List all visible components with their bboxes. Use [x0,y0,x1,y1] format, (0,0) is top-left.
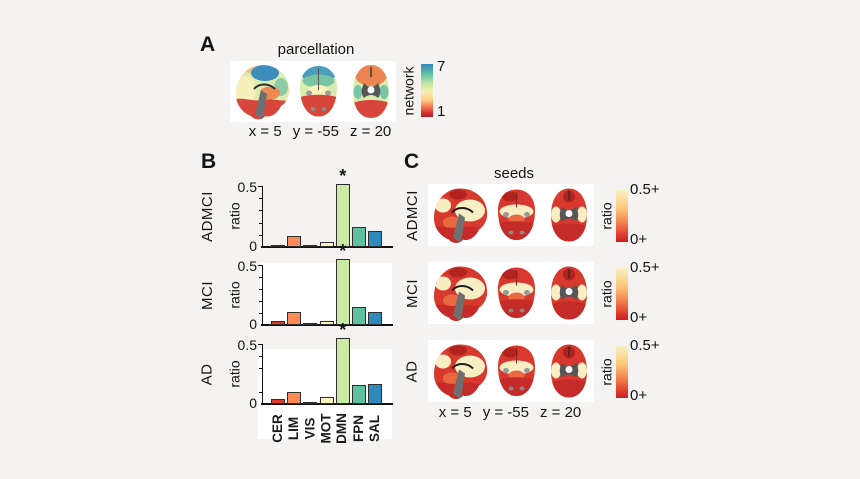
x-axis-line [261,246,393,248]
x-axis-category-labels: CER LIM VIS MOT DMN FPN SAL [262,408,388,452]
bar-fpn [352,307,366,325]
significance-asterisk: * [339,320,347,340]
ratio-colorbar-max: 0.5+ [630,181,660,198]
x-tick-label-sal: SAL [366,414,382,442]
bar-dmn [335,183,350,247]
network-colorbar-label: network [401,66,417,116]
panel-a-title: parcellation [277,41,355,58]
panel-a-letter: A [200,33,216,56]
ratio-colorbar [616,268,628,320]
ratio-colorbar [616,346,628,398]
y-tick-max: 0.5 [237,179,257,195]
panel-b-letter: B [201,150,217,173]
seed-row-label-mci: MCI [403,278,421,308]
bar-cer [271,321,285,325]
y-tick-max: 0.5 [237,337,257,353]
coord-z: z = 20 [349,123,392,140]
coord-z: z = 20 [539,404,582,421]
bar-lim [287,236,302,247]
ratio-colorbar-label: ratio [599,202,616,230]
parcellation-brain-strip [230,61,396,122]
bar-vis [303,322,318,325]
y-tick-zero: 0 [249,238,257,254]
seed-row-label-ad: AD [403,360,421,382]
ratio-colorbar-label: ratio [599,280,616,308]
ratio-colorbar-min: 0+ [630,231,648,248]
panel-c-letter: C [404,150,420,173]
significance-asterisk: * [339,241,347,261]
bar-lim [287,392,302,404]
brain-slices-parcellation [230,61,396,122]
bar-plot-ad: * [258,321,393,405]
bar-mot [319,321,334,325]
bar-lim [287,311,302,325]
bar-sal [368,311,383,325]
x-axis-line [261,403,393,405]
bar-dmn [335,259,350,325]
ratio-colorbar-min: 0+ [630,387,648,404]
network-colorbar-max: 7 [437,58,446,75]
coord-y: y = -55 [292,123,339,140]
row-label-ad: AD [198,363,216,385]
network-colorbar-min: 1 [437,103,446,120]
seed-brain-strip-ad [428,340,594,402]
bar-sal [368,231,383,247]
bar-dmn [335,338,350,404]
significance-asterisk: * [339,165,347,186]
coord-x: x = 5 [438,404,472,421]
coord-x: x = 5 [248,123,282,140]
ratio-colorbar-label: ratio [599,358,616,386]
y-tick-zero: 0 [249,395,257,411]
bar-fpn [352,384,366,404]
row-label-admci: ADMCI [198,190,216,242]
y-tick-zero: 0 [249,316,257,332]
bar-plot-mci: * [258,242,393,326]
bar-vis [303,244,318,247]
ratio-colorbar [616,190,628,242]
bar-mot [319,242,334,247]
network-colorbar [421,64,433,117]
bar-mot [319,396,334,404]
bar-cer [271,399,285,404]
bar-sal [368,383,383,404]
panel-c-title: seeds [493,165,535,182]
bar-plot-admci: * [258,167,393,248]
coord-y: y = -55 [482,404,529,421]
bar-vis [303,402,318,404]
ratio-colorbar-max: 0.5+ [630,259,660,276]
brain-slice-group [232,62,394,122]
y-tick-max: 0.5 [237,258,257,274]
bar-fpn [352,227,366,247]
x-axis-line [261,324,393,326]
bar-cer [271,244,285,247]
row-label-mci: MCI [198,280,216,310]
seed-row-label-admci: ADMCI [403,189,421,241]
panel-a-coordinates: x = 5 y = -55 z = 20 [230,123,410,140]
ratio-colorbar-min: 0+ [630,309,648,326]
panel-c-coordinates: x = 5 y = -55 z = 20 [420,404,600,421]
seed-brain-strip-mci [428,262,594,324]
seed-brain-strip-admci [428,184,594,246]
ratio-colorbar-max: 0.5+ [630,337,660,354]
